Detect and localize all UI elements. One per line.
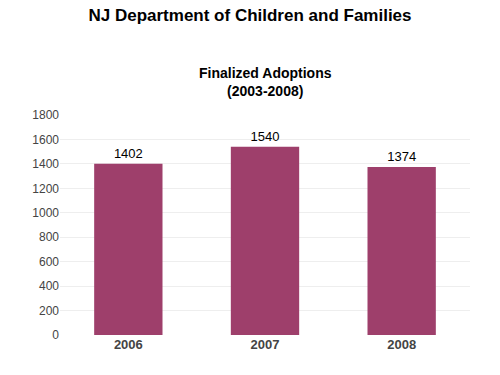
- svg-text:2006: 2006: [114, 337, 143, 352]
- svg-text:1374: 1374: [387, 149, 416, 164]
- svg-text:1200: 1200: [32, 182, 59, 196]
- svg-text:400: 400: [39, 279, 59, 293]
- svg-text:NJ Department of Children and: NJ Department of Children and Families: [88, 6, 411, 25]
- svg-text:800: 800: [39, 230, 59, 244]
- svg-text:1402: 1402: [114, 146, 143, 161]
- svg-text:1800: 1800: [32, 108, 59, 122]
- svg-text:1400: 1400: [32, 157, 59, 171]
- svg-text:600: 600: [39, 255, 59, 269]
- svg-text:1540: 1540: [251, 129, 280, 144]
- svg-text:2007: 2007: [251, 337, 280, 352]
- svg-text:1600: 1600: [32, 133, 59, 147]
- svg-text:200: 200: [39, 304, 59, 318]
- svg-text:0: 0: [52, 328, 59, 342]
- svg-text:2008: 2008: [387, 337, 416, 352]
- svg-text:Finalized Adoptions(2003-2008): Finalized Adoptions(2003-2008): [199, 65, 332, 99]
- svg-text:1000: 1000: [32, 206, 59, 220]
